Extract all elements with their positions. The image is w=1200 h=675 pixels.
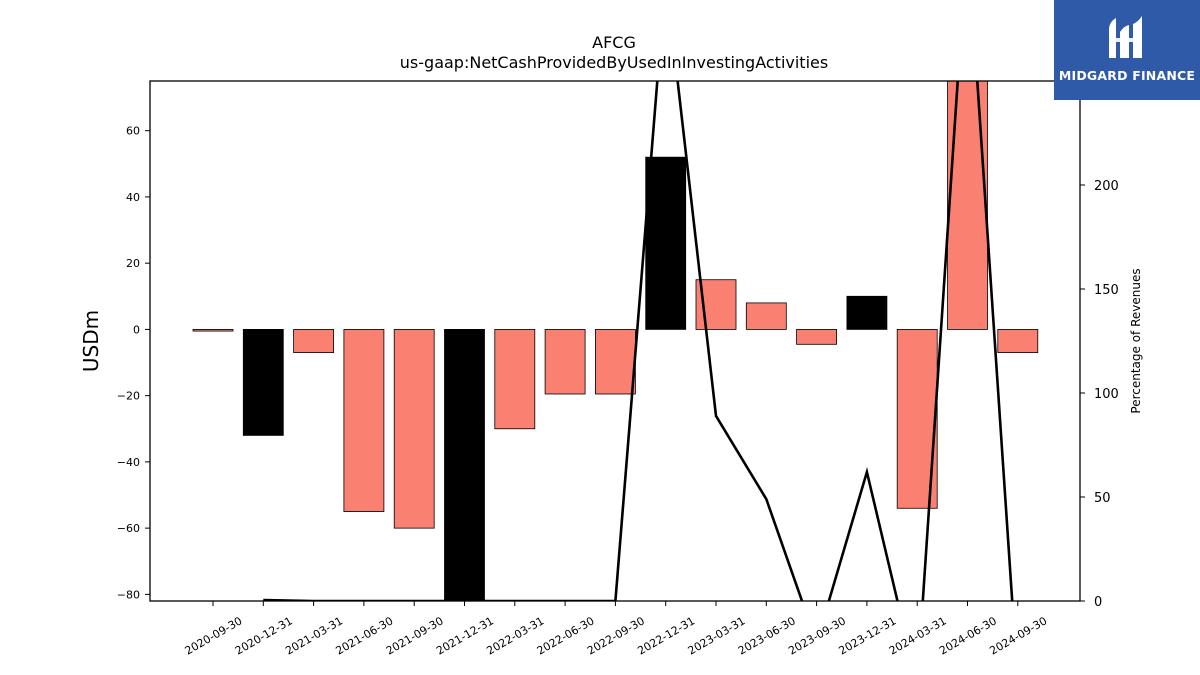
y2-tick-label: 50: [1094, 491, 1111, 506]
bar: [192, 329, 234, 332]
bar: [595, 329, 636, 395]
y-tick-label: 0: [133, 323, 140, 336]
y2-axis-label: Percentage of Revenues: [1129, 268, 1143, 413]
bar: [947, 81, 988, 330]
bar: [242, 329, 284, 436]
y2-tick-label: 0: [1094, 595, 1102, 610]
y2-tick-label: 100: [1094, 387, 1119, 402]
bar: [444, 329, 485, 601]
bar: [645, 156, 687, 330]
bar: [293, 329, 335, 353]
bar: [796, 329, 837, 345]
bar: [544, 329, 586, 395]
y-tick-label: −60: [117, 522, 140, 535]
y-tick-label: 60: [126, 125, 140, 138]
y-tick-label: −80: [117, 588, 140, 601]
y2-tick-label: 150: [1094, 283, 1119, 298]
y-tick-label: −20: [117, 390, 140, 403]
x-tick-label: 2024-09-30: [987, 614, 1049, 657]
brand-logo: MIDGARD FINANCE: [1054, 0, 1200, 100]
bar: [393, 329, 435, 529]
bar: [846, 295, 888, 330]
bar: [343, 329, 385, 512]
y2-tick-label: 200: [1094, 179, 1119, 194]
y-tick-label: 20: [126, 257, 140, 270]
bar: [997, 329, 1039, 353]
bar: [494, 329, 536, 430]
plot-frame: [149, 80, 1081, 602]
y-axis-label: USDm: [79, 310, 103, 372]
chart-subtitle: us-gaap:NetCashProvidedByUsedInInvesting…: [400, 53, 828, 72]
chart-title: AFCG: [592, 33, 636, 52]
y-tick-label: 40: [126, 191, 140, 204]
bar: [745, 302, 787, 330]
logo-text: MIDGARD FINANCE: [1058, 68, 1196, 83]
y-tick-label: −40: [117, 456, 140, 469]
series-line: [263, 81, 1014, 601]
logo-mark-icon: [1109, 16, 1142, 58]
